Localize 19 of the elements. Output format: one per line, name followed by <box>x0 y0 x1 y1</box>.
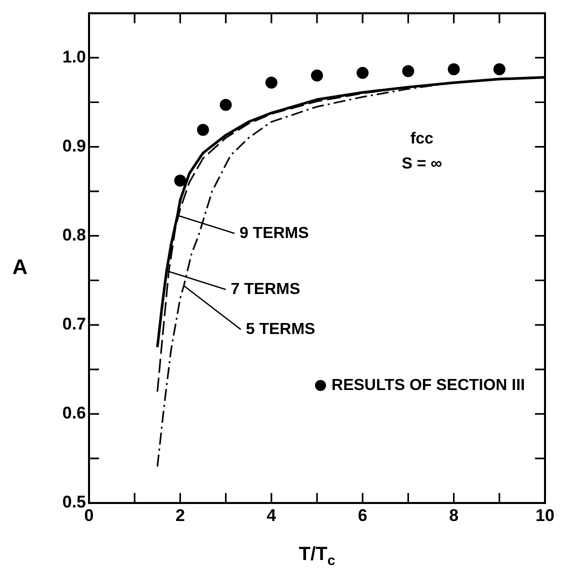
y-tick-label: 0.7 <box>62 314 86 334</box>
y-tick-label: 0.5 <box>62 492 86 512</box>
y-tick-label: 1.0 <box>62 47 86 66</box>
y-tick-label: 0.6 <box>62 404 86 423</box>
annotation: fcc <box>410 130 434 148</box>
y-tick-label: 0.9 <box>62 136 86 156</box>
x-tick-label: 2 <box>175 506 185 525</box>
annotation: 5 TERMS <box>246 320 316 338</box>
x-tick-label: 6 <box>358 506 368 525</box>
annotation: S = ∞ <box>402 156 442 173</box>
y-axis-title: A <box>12 256 28 279</box>
x-tick-label: 0 <box>84 506 94 525</box>
legend-label: RESULTS OF SECTION III <box>332 376 526 394</box>
x-tick-label: 4 <box>266 506 277 525</box>
annotation: 7 TERMS <box>230 280 300 298</box>
y-tick-label: 0.8 <box>62 226 86 245</box>
x-tick-label: 10 <box>536 506 554 525</box>
x-tick-label: 8 <box>449 506 459 525</box>
annotation: 9 TERMS <box>239 224 310 242</box>
